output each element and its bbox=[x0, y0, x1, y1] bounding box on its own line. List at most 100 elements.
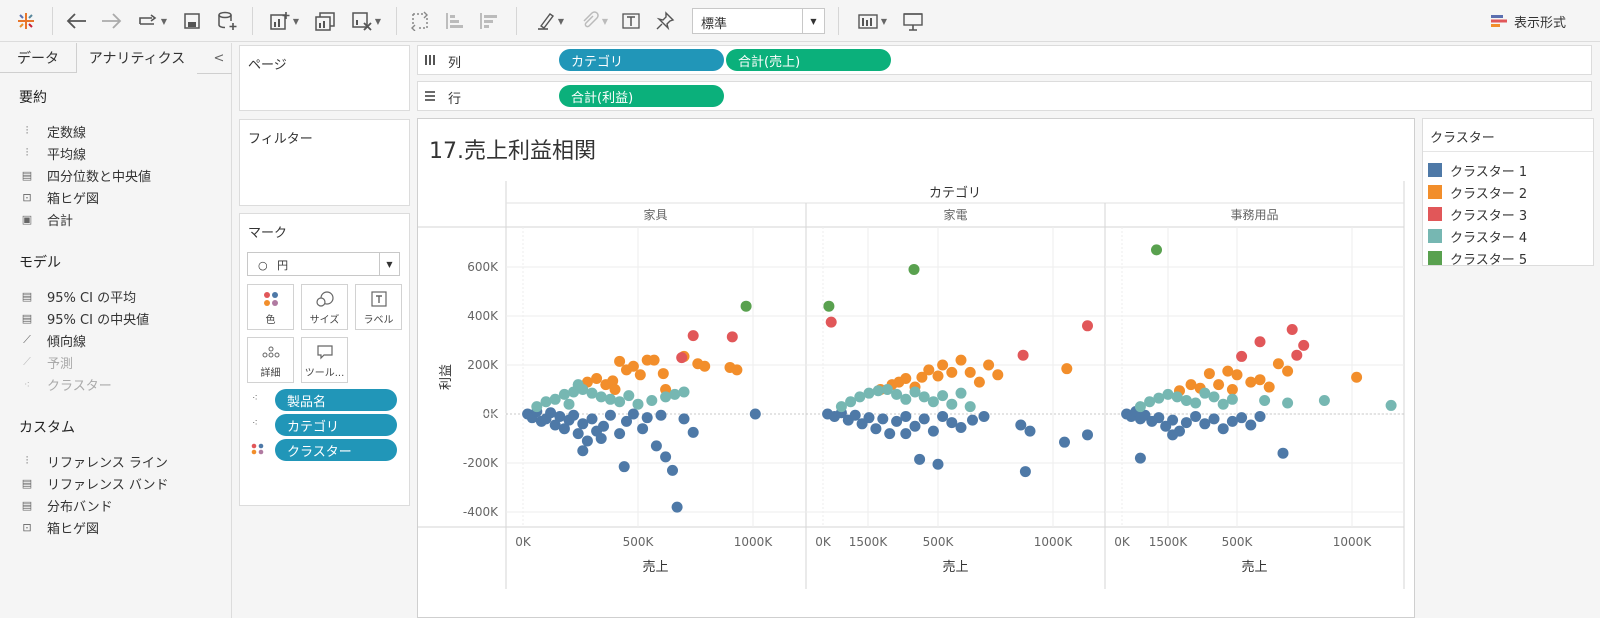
forward-icon[interactable] bbox=[98, 8, 124, 34]
new-data-source-icon[interactable] bbox=[214, 8, 240, 34]
analytics-item[interactable]: ⫶ リファレンス ライン bbox=[19, 451, 168, 471]
tab-analytics[interactable]: アナリティクス bbox=[77, 43, 197, 73]
x-tick-label: 1500K bbox=[849, 535, 889, 549]
color-icon bbox=[263, 289, 279, 309]
back-icon[interactable] bbox=[64, 8, 90, 34]
analytics-item[interactable]: ▤ 分布バンド bbox=[19, 495, 113, 515]
show-cards-icon[interactable]: ▼ bbox=[852, 8, 892, 34]
presentation-mode-icon[interactable] bbox=[900, 8, 926, 34]
data-point bbox=[916, 371, 928, 383]
section-model-title: モデル bbox=[19, 255, 61, 271]
analytics-item[interactable]: ▤ 95% CI の中央値 bbox=[19, 308, 149, 328]
data-point bbox=[1019, 466, 1031, 478]
analytics-item[interactable]: ⟋ 傾向線 bbox=[19, 330, 86, 350]
data-point bbox=[967, 414, 978, 426]
data-point bbox=[641, 412, 653, 424]
analytics-item[interactable]: ⁖ クラスター bbox=[19, 374, 112, 394]
tab-data[interactable]: データ bbox=[0, 43, 77, 73]
columns-pill-category[interactable]: カテゴリ bbox=[559, 49, 724, 71]
y-tick-label: -400K bbox=[463, 505, 499, 519]
data-point bbox=[923, 364, 935, 376]
mark-pill-cluster[interactable]: クラスター bbox=[275, 439, 397, 461]
fix-axes-pin-icon[interactable] bbox=[652, 8, 678, 34]
color-button[interactable]: 色 bbox=[247, 284, 294, 330]
x-tick-label: 1000K bbox=[1333, 535, 1373, 549]
data-point bbox=[1282, 365, 1294, 377]
redo-run-icon[interactable]: ▼ bbox=[132, 8, 172, 34]
rows-pill-profit[interactable]: 合計(利益) bbox=[559, 85, 724, 107]
marks-card: マーク ○ 円 ▼ 色 サイズ ラベル 詳細 ツール... ⁖ 製品名 bbox=[239, 213, 410, 506]
data-point bbox=[678, 386, 690, 398]
save-icon[interactable] bbox=[180, 8, 204, 34]
data-point bbox=[726, 331, 738, 343]
pages-card-title: ページ bbox=[248, 58, 287, 73]
sort-ascending-icon[interactable] bbox=[442, 8, 468, 34]
columns-shelf[interactable]: 列 カテゴリ 合計(売上) bbox=[417, 45, 1592, 75]
analytics-item[interactable]: ⟋ 予測 bbox=[19, 352, 73, 372]
data-point bbox=[577, 418, 589, 430]
label-button[interactable]: ラベル bbox=[355, 284, 402, 330]
duplicate-sheet-icon[interactable] bbox=[312, 8, 338, 34]
legend-item[interactable]: クラスター 4 bbox=[1428, 226, 1527, 246]
data-point bbox=[676, 352, 688, 364]
chevron-down-icon[interactable]: ▼ bbox=[379, 253, 399, 275]
clear-sheet-icon[interactable]: ▼ bbox=[346, 8, 386, 34]
pages-card[interactable]: ページ bbox=[239, 45, 410, 111]
data-point bbox=[845, 396, 857, 408]
legend-item[interactable]: クラスター 2 bbox=[1428, 182, 1527, 202]
columns-pill-sales[interactable]: 合計(売上) bbox=[726, 49, 891, 71]
data-point bbox=[1245, 419, 1257, 431]
tooltip-button[interactable]: ツール... bbox=[301, 337, 348, 383]
label-icon bbox=[370, 289, 387, 309]
trend-line-icon: ⟋ bbox=[23, 333, 31, 346]
x-tick-label: 0K bbox=[515, 535, 532, 549]
data-point bbox=[937, 410, 949, 422]
analytics-item[interactable]: ▤ 四分位数と中央値 bbox=[19, 165, 151, 185]
legend-item[interactable]: クラスター 5 bbox=[1428, 248, 1527, 268]
data-point bbox=[1351, 371, 1363, 383]
analytics-item[interactable]: ⫶ 平均線 bbox=[19, 143, 86, 163]
show-mark-labels-icon[interactable] bbox=[618, 8, 644, 34]
analytics-item[interactable]: ⫶ 定数線 bbox=[19, 121, 86, 141]
data-point bbox=[964, 401, 976, 413]
new-worksheet-icon[interactable]: ▼ bbox=[264, 8, 304, 34]
data-point bbox=[614, 355, 626, 367]
collapse-pane-icon[interactable]: < bbox=[213, 50, 225, 66]
data-point bbox=[909, 386, 921, 398]
analytics-item[interactable]: ▣ 合計 bbox=[19, 209, 73, 229]
chevron-down-icon[interactable]: ▼ bbox=[802, 9, 824, 33]
legend-item[interactable]: クラスター 1 bbox=[1428, 160, 1527, 180]
filters-card[interactable]: フィルター bbox=[239, 119, 410, 206]
group-members-icon[interactable]: ▼ bbox=[574, 8, 614, 34]
detail-icon bbox=[262, 342, 280, 362]
color-button-label: 色 bbox=[265, 314, 276, 326]
tableau-logo-icon[interactable] bbox=[14, 8, 38, 34]
analytics-item-label: 平均線 bbox=[47, 147, 87, 163]
show-me-button[interactable]: 表示形式 bbox=[1490, 11, 1566, 31]
mark-pill-product[interactable]: 製品名 bbox=[275, 389, 397, 411]
rows-shelf[interactable]: 行 合計(利益) bbox=[417, 81, 1592, 111]
detail-button[interactable]: 詳細 bbox=[247, 337, 294, 383]
analytics-item[interactable]: ⊡ 箱ヒゲ図 bbox=[19, 517, 99, 537]
size-button[interactable]: サイズ bbox=[301, 284, 348, 330]
data-point bbox=[614, 428, 626, 440]
data-point bbox=[572, 428, 584, 440]
sort-descending-icon[interactable] bbox=[476, 8, 502, 34]
analytics-item[interactable]: ▤ リファレンス バンド bbox=[19, 473, 169, 493]
rows-icon bbox=[424, 90, 436, 106]
highlight-icon[interactable]: ▼ bbox=[530, 8, 570, 34]
tab-analytics-label: アナリティクス bbox=[88, 51, 186, 67]
section-custom-title: カスタム bbox=[19, 420, 75, 436]
mark-pill-category[interactable]: カテゴリ bbox=[275, 414, 397, 436]
legend-item[interactable]: クラスター 3 bbox=[1428, 204, 1527, 224]
mark-type-select[interactable]: ○ 円 ▼ bbox=[247, 252, 400, 276]
analytics-item[interactable]: ⊡ 箱ヒゲ図 bbox=[19, 187, 99, 207]
rows-shelf-label-wrap: 行 bbox=[424, 88, 461, 107]
average-line-icon: ⫶ bbox=[25, 146, 29, 159]
fit-select[interactable]: 標準 ▼ bbox=[692, 8, 825, 34]
cluster-legend[interactable]: クラスター クラスター 1 クラスター 2 クラスター 3 クラスター 4 クラスター … bbox=[1422, 118, 1594, 268]
swap-rows-columns-icon[interactable] bbox=[408, 8, 434, 34]
data-point bbox=[900, 372, 912, 384]
analytics-item[interactable]: ▤ 95% CI の平均 bbox=[19, 286, 136, 306]
data-point bbox=[634, 369, 646, 381]
